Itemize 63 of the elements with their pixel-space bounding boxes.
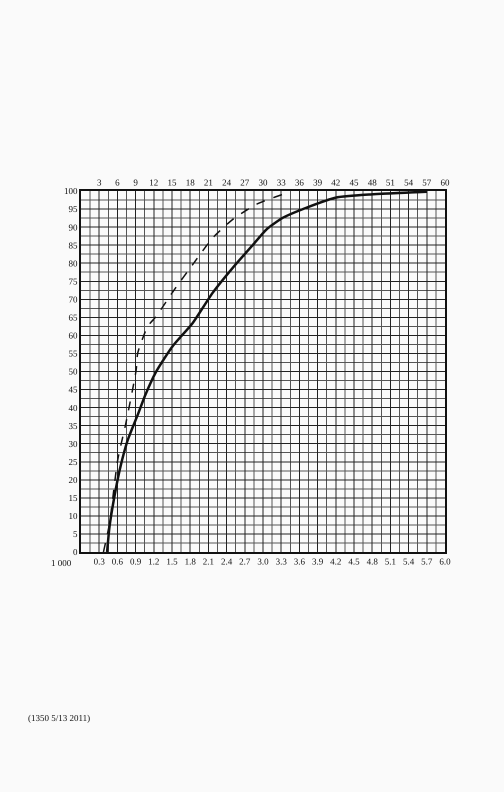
x-tick-label: 2.4 [220, 556, 233, 567]
y-tick-label: 100 [64, 186, 78, 196]
y-tick-label: 60 [68, 330, 78, 341]
y-tick-label: 50 [68, 366, 78, 377]
x2-tick-label: 21 [204, 178, 213, 188]
x-tick-label: 0.9 [130, 556, 142, 567]
x2-tick-label: 48 [368, 178, 378, 188]
x2-tick-label: 6 [115, 178, 120, 188]
x-tick-label: 3.3 [276, 556, 288, 567]
y-tick-label: 35 [68, 420, 78, 431]
x-tick-label: 3.6 [294, 556, 306, 567]
x2-tick-label: 54 [404, 178, 414, 188]
y-tick-label: 95 [68, 204, 78, 214]
x-tick-label: 5.4 [402, 556, 415, 567]
x2-tick-label: 51 [386, 178, 395, 188]
y-tick-label: 10 [68, 511, 78, 522]
y-tick-label: 70 [68, 294, 78, 304]
x2-tick-label: 30 [258, 178, 268, 188]
text: (1350 5/13 2011) [28, 713, 90, 723]
y-tick-label: 65 [68, 312, 78, 322]
x2-tick-label: 42 [331, 178, 340, 188]
y-tick-label: 30 [68, 438, 78, 449]
x2-tick-label: 12 [149, 178, 158, 188]
x-tick-label: 0.3 [94, 556, 106, 567]
y-tick-label: 5 [72, 529, 78, 540]
x2-tick-label: 9 [133, 178, 138, 188]
x-tick-label: 2.1 [202, 556, 214, 567]
x-tick-label: 2.7 [239, 556, 251, 567]
x-tick-label: 1.8 [184, 556, 196, 567]
x2-tick-label: 15 [168, 178, 177, 188]
x2-tick-label: 24 [222, 178, 232, 188]
x-tick-label: 1.5 [166, 556, 178, 567]
y-tick-label: 45 [68, 384, 78, 395]
x-tick-label: 0.6 [112, 556, 124, 567]
x2-tick-label: 33 [276, 178, 286, 188]
y-tick-label: 25 [68, 456, 78, 467]
y-tick-label: 85 [68, 240, 78, 250]
y-tick-label: 40 [68, 402, 78, 413]
x2-tick-label: 27 [240, 178, 250, 188]
x-tick-label: 1.2 [148, 556, 160, 567]
x-tick-label: 3.0 [257, 556, 270, 567]
y-tick-label: 0 [72, 547, 78, 558]
x-tick-label: 4.5 [348, 556, 360, 567]
y-tick-label: 80 [68, 258, 78, 268]
x-tick-label: 5.1 [384, 556, 396, 567]
text: 1 000 [51, 558, 72, 568]
x-tick-label: 4.2 [330, 556, 342, 567]
x-tick-label: 4.8 [366, 556, 378, 567]
x-tick-label: 3.9 [312, 556, 324, 567]
y-tick-label: 75 [68, 276, 78, 286]
x2-tick-label: 60 [440, 178, 450, 188]
x2-tick-label: 3 [96, 178, 102, 188]
y-tick-label: 15 [68, 493, 78, 503]
x2-tick-label: 57 [422, 178, 432, 188]
x2-tick-label: 39 [313, 178, 323, 188]
x-tick-label: 6.0 [439, 556, 452, 567]
x2-tick-label: 18 [186, 178, 196, 188]
x2-tick-label: 45 [350, 178, 359, 188]
y-tick-label: 55 [68, 348, 78, 359]
x2-tick-label: 36 [294, 178, 304, 188]
y-tick-label: 90 [68, 222, 78, 232]
y-tick-label: 20 [68, 474, 78, 485]
x-tick-label: 5.7 [421, 556, 433, 567]
